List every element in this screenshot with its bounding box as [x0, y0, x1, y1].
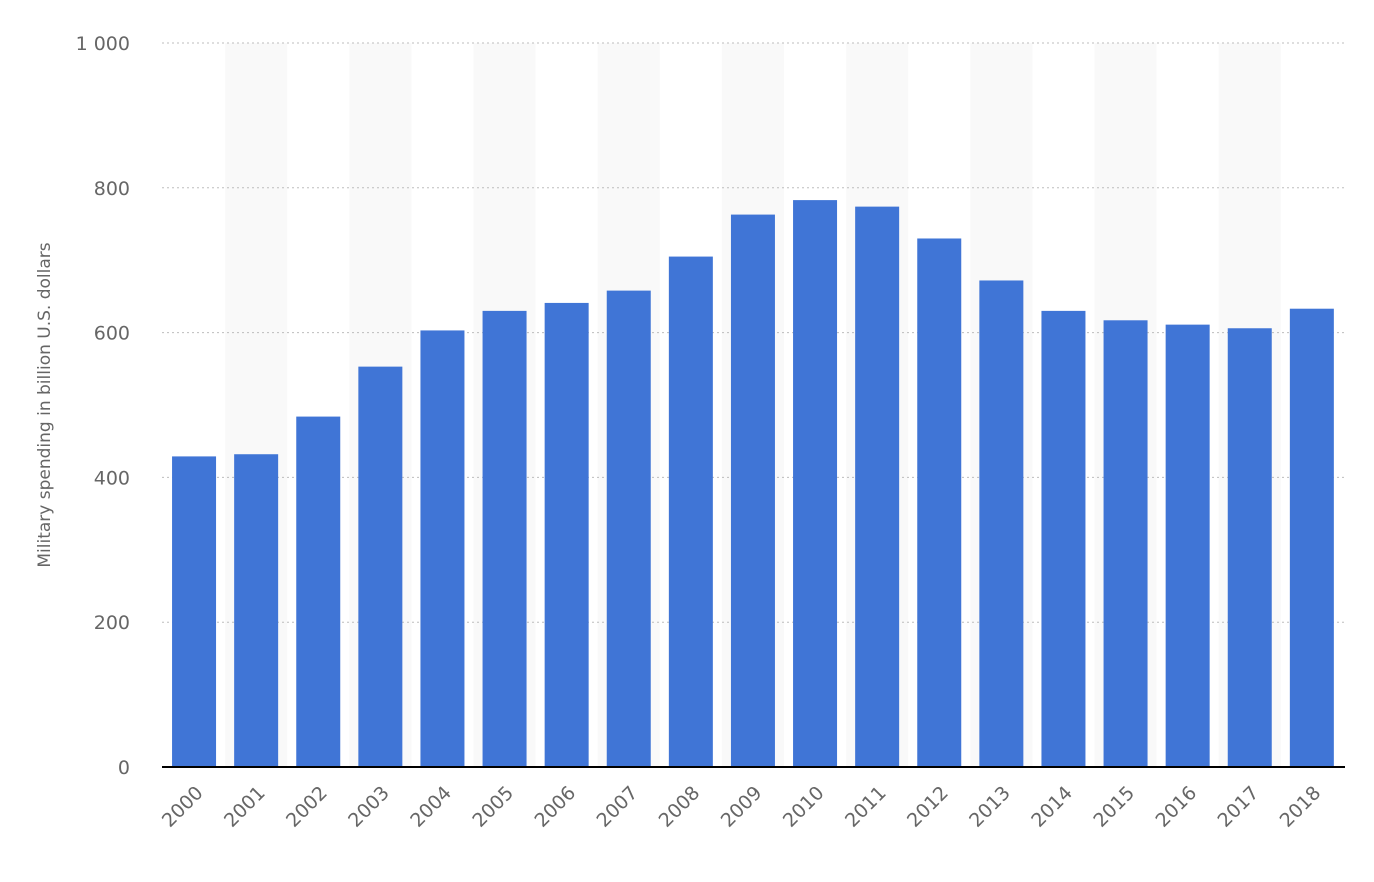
x-tick-label: 2000 [158, 782, 208, 832]
x-tick-label: 2014 [1027, 782, 1077, 832]
x-tick-label: 2016 [1151, 782, 1201, 832]
bar-2015[interactable] [1103, 320, 1148, 767]
y-tick-label: 400 [94, 467, 130, 489]
x-tick-label: 2017 [1214, 782, 1264, 832]
y-axis-label: Military spending in billion U.S. dollar… [35, 242, 55, 567]
bar-2000[interactable] [172, 456, 217, 767]
bar-2006[interactable] [544, 302, 589, 767]
x-tick-label: 2013 [965, 782, 1015, 832]
bar-2016[interactable] [1165, 324, 1210, 767]
x-tick-label: 2002 [282, 782, 332, 832]
y-tick-label: 0 [118, 757, 130, 779]
x-tick-label: 2012 [903, 782, 953, 832]
x-tick-label: 2006 [530, 782, 580, 832]
x-tick-label: 2008 [655, 782, 705, 832]
bar-2014[interactable] [1041, 310, 1086, 767]
bar-2009[interactable] [730, 214, 775, 767]
y-tick-label: 800 [94, 178, 130, 200]
x-tick-label: 2001 [220, 782, 270, 832]
bar-2013[interactable] [979, 280, 1024, 767]
y-tick-label: 1 000 [76, 33, 130, 55]
x-tick-label: 2009 [717, 782, 767, 832]
bar-2008[interactable] [668, 256, 713, 767]
bar-2007[interactable] [606, 290, 651, 767]
bar-2018[interactable] [1289, 308, 1334, 767]
y-tick-label: 200 [94, 612, 130, 634]
x-tick-label: 2007 [593, 782, 643, 832]
y-tick-label: 600 [94, 323, 130, 345]
x-tick-label: 2003 [344, 782, 394, 832]
x-tick-label: 2004 [406, 782, 456, 832]
bar-2003[interactable] [358, 366, 403, 767]
bar-2005[interactable] [482, 310, 527, 767]
x-tick-label: 2018 [1276, 782, 1326, 832]
x-tick-label: 2015 [1089, 782, 1139, 832]
bar-2012[interactable] [917, 238, 962, 768]
bar-2001[interactable] [234, 454, 279, 767]
y-tick-labels: 0 200 400 600 800 1 000 [76, 33, 130, 779]
x-tick-label: 2010 [779, 782, 829, 832]
bar-2004[interactable] [420, 330, 465, 767]
x-tick-labels: 2000 2001 2002 2003 2004 2005 2006 2007 2008 2009… [158, 782, 1326, 832]
x-tick-label: 2011 [841, 782, 891, 832]
bar-2011[interactable] [855, 206, 900, 767]
bar-2002[interactable] [296, 416, 341, 767]
bars [172, 200, 1334, 768]
bar-2017[interactable] [1227, 328, 1272, 767]
bar-2010[interactable] [793, 200, 838, 767]
x-tick-label: 2005 [468, 782, 518, 832]
